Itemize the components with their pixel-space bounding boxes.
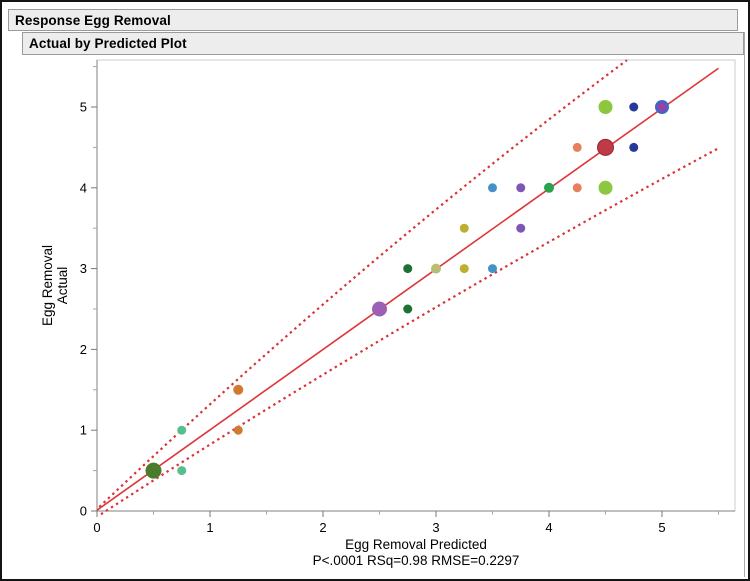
data-point[interactable] xyxy=(516,183,526,193)
panel-right-divider xyxy=(744,32,745,577)
y-tick-label: 0 xyxy=(80,504,87,519)
plot-frame xyxy=(96,59,736,512)
data-point[interactable] xyxy=(516,223,526,233)
y-tick-label: 4 xyxy=(80,180,87,195)
outline-title-response[interactable]: Response Egg Removal xyxy=(8,9,738,31)
data-point[interactable] xyxy=(372,301,387,317)
x-tick-label: 1 xyxy=(206,520,213,535)
data-point[interactable] xyxy=(403,304,413,314)
data-point[interactable] xyxy=(177,466,187,476)
x-tick-label: 4 xyxy=(545,520,552,535)
y-tick-label: 3 xyxy=(80,261,87,276)
data-point[interactable] xyxy=(459,264,469,274)
data-point[interactable] xyxy=(431,263,441,274)
data-point[interactable] xyxy=(403,264,413,274)
x-tick-label: 3 xyxy=(432,520,439,535)
x-tick-label: 2 xyxy=(319,520,326,535)
data-point[interactable] xyxy=(233,425,243,435)
outline-title-response-label: Response Egg Removal xyxy=(15,12,171,28)
outline-title-actual-by-predicted-label: Actual by Predicted Plot xyxy=(29,36,187,51)
y-tick-label: 5 xyxy=(80,100,87,115)
x-tick-label: 5 xyxy=(658,520,665,535)
data-point[interactable] xyxy=(488,264,497,274)
data-point[interactable] xyxy=(597,138,614,156)
data-point[interactable] xyxy=(177,425,187,435)
y-tick-label: 2 xyxy=(80,342,87,357)
data-point[interactable] xyxy=(145,462,162,479)
data-point[interactable] xyxy=(629,102,639,112)
x-axis-title: Egg Removal Predicted xyxy=(345,537,487,552)
data-point[interactable] xyxy=(572,183,582,193)
data-point[interactable] xyxy=(598,180,613,195)
data-point[interactable] xyxy=(572,142,582,152)
y-tick-label: 1 xyxy=(80,423,87,438)
upper-confidence-band xyxy=(98,59,628,508)
data-point[interactable] xyxy=(544,182,554,193)
data-point[interactable] xyxy=(459,223,469,233)
lower-confidence-band xyxy=(100,147,720,516)
data-point[interactable] xyxy=(233,384,244,395)
data-point[interactable] xyxy=(629,142,639,152)
fit-line xyxy=(96,67,719,511)
outline-title-actual-by-predicted[interactable]: Actual by Predicted Plot xyxy=(22,32,744,55)
x-tick-label: 0 xyxy=(93,520,100,535)
data-point-overlap[interactable] xyxy=(658,103,666,111)
fit-stats-caption: P<.0001 RSq=0.98 RMSE=0.2297 xyxy=(313,553,520,568)
data-point[interactable] xyxy=(598,100,613,114)
data-point[interactable] xyxy=(488,183,497,193)
y-axis-title: Egg RemovalActual xyxy=(40,245,70,326)
